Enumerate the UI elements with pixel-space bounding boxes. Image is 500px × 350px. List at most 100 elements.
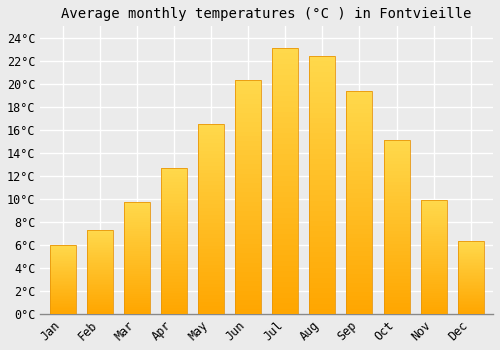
Bar: [235, 309, 261, 314]
Bar: [86, 235, 113, 237]
Bar: [198, 189, 224, 192]
Bar: [420, 273, 446, 275]
Bar: [235, 286, 261, 290]
Bar: [384, 199, 409, 203]
Bar: [420, 211, 446, 214]
Bar: [458, 263, 484, 265]
Bar: [346, 171, 372, 175]
Bar: [272, 197, 298, 202]
Bar: [161, 235, 187, 238]
Bar: [310, 180, 336, 185]
Bar: [384, 269, 409, 272]
Bar: [50, 264, 76, 266]
Bar: [235, 136, 261, 141]
Bar: [272, 149, 298, 154]
Bar: [272, 261, 298, 266]
Bar: [346, 95, 372, 100]
Bar: [310, 92, 336, 97]
Bar: [458, 244, 484, 246]
Bar: [86, 262, 113, 264]
Bar: [50, 267, 76, 268]
Bar: [272, 309, 298, 314]
Bar: [310, 190, 336, 195]
Bar: [346, 233, 372, 238]
Bar: [198, 257, 224, 261]
Bar: [235, 90, 261, 95]
Bar: [86, 280, 113, 282]
Bar: [272, 303, 298, 309]
Bar: [86, 260, 113, 262]
Bar: [124, 258, 150, 260]
Bar: [198, 272, 224, 276]
Bar: [86, 268, 113, 270]
Bar: [235, 80, 261, 85]
Bar: [310, 72, 336, 77]
Bar: [124, 267, 150, 269]
Bar: [124, 216, 150, 218]
Bar: [124, 305, 150, 307]
Bar: [124, 202, 150, 204]
Bar: [235, 244, 261, 248]
Bar: [86, 247, 113, 248]
Bar: [86, 312, 113, 314]
Bar: [420, 264, 446, 266]
Bar: [346, 189, 372, 193]
Bar: [384, 224, 409, 227]
Bar: [161, 267, 187, 270]
Bar: [310, 247, 336, 252]
Bar: [124, 283, 150, 285]
Bar: [346, 211, 372, 216]
Bar: [384, 161, 409, 164]
Bar: [272, 133, 298, 139]
Bar: [50, 285, 76, 286]
Bar: [420, 278, 446, 280]
Bar: [124, 222, 150, 225]
Bar: [272, 213, 298, 218]
Bar: [161, 206, 187, 209]
Bar: [384, 168, 409, 172]
Bar: [86, 233, 113, 235]
Bar: [198, 150, 224, 154]
Bar: [458, 266, 484, 267]
Bar: [161, 256, 187, 258]
Bar: [124, 262, 150, 265]
Bar: [310, 61, 336, 66]
Bar: [86, 295, 113, 297]
Bar: [310, 273, 336, 278]
Bar: [124, 272, 150, 274]
Bar: [161, 279, 187, 282]
Bar: [86, 302, 113, 304]
Bar: [198, 306, 224, 310]
Bar: [124, 274, 150, 276]
Bar: [124, 220, 150, 222]
Bar: [384, 307, 409, 310]
Bar: [124, 233, 150, 236]
Bar: [458, 302, 484, 304]
Bar: [124, 227, 150, 229]
Bar: [50, 271, 76, 272]
Bar: [198, 124, 224, 128]
Bar: [124, 247, 150, 249]
Bar: [50, 249, 76, 250]
Bar: [272, 144, 298, 149]
Bar: [346, 122, 372, 126]
Bar: [235, 234, 261, 239]
Bar: [86, 265, 113, 267]
Bar: [198, 139, 224, 143]
Bar: [235, 193, 261, 197]
Bar: [346, 260, 372, 265]
Bar: [161, 180, 187, 182]
Bar: [198, 230, 224, 234]
Bar: [235, 300, 261, 304]
Bar: [235, 113, 261, 118]
Bar: [161, 209, 187, 212]
Bar: [458, 298, 484, 299]
Bar: [272, 160, 298, 165]
Bar: [310, 231, 336, 237]
Bar: [86, 284, 113, 285]
Bar: [310, 226, 336, 231]
Bar: [235, 104, 261, 108]
Bar: [272, 250, 298, 256]
Bar: [50, 259, 76, 260]
Bar: [272, 181, 298, 186]
